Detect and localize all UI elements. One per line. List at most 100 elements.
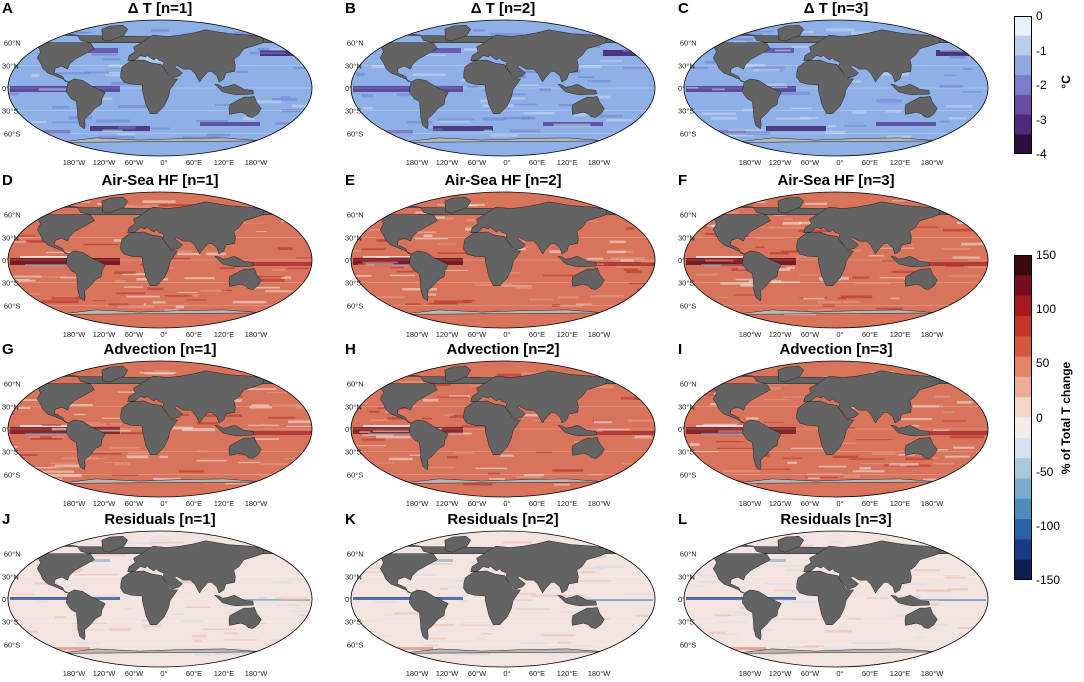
anomaly-streak	[943, 420, 967, 421]
anomaly-streak	[623, 593, 653, 595]
anomaly-streak	[860, 463, 890, 464]
panel-title: Residuals [n=2]	[343, 511, 663, 528]
anomaly-streak	[274, 200, 284, 203]
latitude-label: 30°S	[678, 618, 694, 627]
anomaly-streak	[503, 117, 536, 120]
panel-title: Air-Sea HF [n=3]	[676, 172, 996, 189]
anomaly-streak	[576, 304, 592, 305]
anomaly-streak	[373, 430, 409, 432]
anomaly-streak	[843, 301, 860, 303]
anomaly-streak	[265, 290, 292, 292]
anomaly-streak	[916, 589, 951, 591]
anomaly-streak	[510, 130, 541, 133]
anomaly-streak	[41, 300, 78, 303]
longitude-label: 180°W	[739, 158, 763, 167]
map-panel-a: AΔ T [n=1] 60°N 30°N 0° 30°S 60°S 180°W 120°W 60…	[0, 0, 320, 168]
anomaly-streak	[248, 388, 277, 390]
anomaly-streak	[962, 561, 996, 562]
latitude-label: 60°S	[680, 301, 696, 310]
panel-title: Advection [n=2]	[343, 341, 663, 358]
latitude-label: 30°N	[2, 572, 19, 581]
anomaly-streak	[794, 601, 816, 603]
anomaly-streak	[808, 477, 820, 479]
colorbar-step	[1014, 519, 1032, 540]
latitude-label: 60°N	[4, 211, 21, 220]
anomaly-streak	[179, 292, 198, 293]
anomaly-streak	[709, 261, 742, 262]
longitude-label: 60°W	[468, 158, 487, 167]
anomaly-streak	[793, 618, 823, 620]
anomaly-streak	[940, 121, 950, 123]
latitude-label: 0°	[345, 84, 352, 93]
anomaly-streak	[297, 653, 320, 655]
anomaly-streak	[803, 297, 824, 299]
anomaly-streak	[715, 614, 731, 616]
anomaly-streak	[956, 473, 981, 475]
world-map: 60°N 30°N 0° 30°S 60°S 180°W 120°W 60°W 0° 60°E 12…	[0, 190, 320, 340]
temperature-colorbar-label: °C	[1059, 75, 1073, 88]
anomaly-streak	[352, 250, 361, 252]
longitude-label: 180°W	[245, 669, 269, 678]
longitude-label: 120°E	[890, 669, 911, 678]
anomaly-streak	[437, 397, 468, 398]
anomaly-streak	[364, 571, 382, 572]
world-map: 60°N 30°N 0° 30°S 60°S 180°W 120°W 60°W 0° 60°E 12…	[676, 190, 996, 340]
anomaly-streak	[277, 604, 301, 606]
latitude-label: 30°S	[678, 107, 694, 116]
anomaly-streak	[636, 314, 663, 316]
anomaly-streak	[948, 275, 980, 276]
anomaly-streak	[946, 105, 973, 107]
anomaly-streak	[390, 275, 415, 277]
anomaly-streak	[476, 638, 484, 640]
anomaly-streak	[696, 273, 718, 275]
anomaly-streak	[7, 223, 20, 226]
anomaly-streak	[804, 645, 824, 647]
anomaly-streak	[361, 439, 385, 441]
longitude-label: 180°W	[921, 158, 945, 167]
anomaly-streak	[5, 206, 27, 208]
latitude-label: 0°	[678, 425, 685, 434]
anomaly-streak	[619, 306, 635, 307]
anomaly-streak	[728, 129, 764, 131]
anomaly-streak	[786, 569, 800, 571]
anomaly-streak	[516, 286, 532, 289]
colorbar-tick-label: 100	[1036, 302, 1056, 316]
latitude-label: 60°S	[347, 640, 363, 649]
anomaly-streak	[632, 437, 657, 439]
longitude-label: 60°W	[468, 669, 487, 678]
anomaly-streak	[253, 372, 265, 374]
longitude-label: 60°W	[801, 499, 820, 508]
anomaly-streak	[104, 462, 129, 463]
anomaly-streak	[626, 271, 642, 274]
anomaly-streak	[253, 600, 282, 601]
anomaly-streak	[90, 453, 121, 455]
longitude-label: 0°	[503, 158, 510, 167]
anomaly-streak	[950, 56, 966, 59]
anomaly-streak	[872, 452, 896, 455]
anomaly-streak	[628, 419, 663, 422]
anomaly-streak	[783, 458, 802, 459]
anomaly-streak	[417, 232, 436, 233]
anomaly-streak	[454, 452, 475, 454]
longitude-label: 120°W	[93, 669, 117, 678]
anomaly-streak	[421, 641, 436, 642]
latitude-label: 30°N	[2, 402, 19, 411]
anomaly-streak	[352, 370, 366, 372]
anomaly-streak	[792, 46, 808, 48]
colorbar-step	[1014, 357, 1032, 378]
anomaly-streak	[285, 306, 310, 307]
anomaly-streak	[361, 42, 384, 45]
anomaly-streak	[258, 311, 287, 312]
longitude-label: 60°E	[862, 330, 878, 339]
anomaly-streak	[610, 369, 634, 371]
latitude-label: 60°N	[680, 39, 697, 48]
latitude-label: 30°N	[345, 61, 362, 70]
anomaly-streak	[876, 99, 902, 102]
latitude-label: 60°S	[680, 129, 696, 138]
anomaly-streak	[512, 97, 526, 99]
anomaly-streak	[489, 478, 505, 480]
map-panel-g: G Advection [n=1] 60°N 30°N 0° 30°S 60°S 180°W 1…	[0, 341, 320, 509]
longitude-label: 60°E	[862, 158, 878, 167]
latitude-label: 60°S	[4, 129, 20, 138]
anomaly-streak	[383, 647, 433, 650]
